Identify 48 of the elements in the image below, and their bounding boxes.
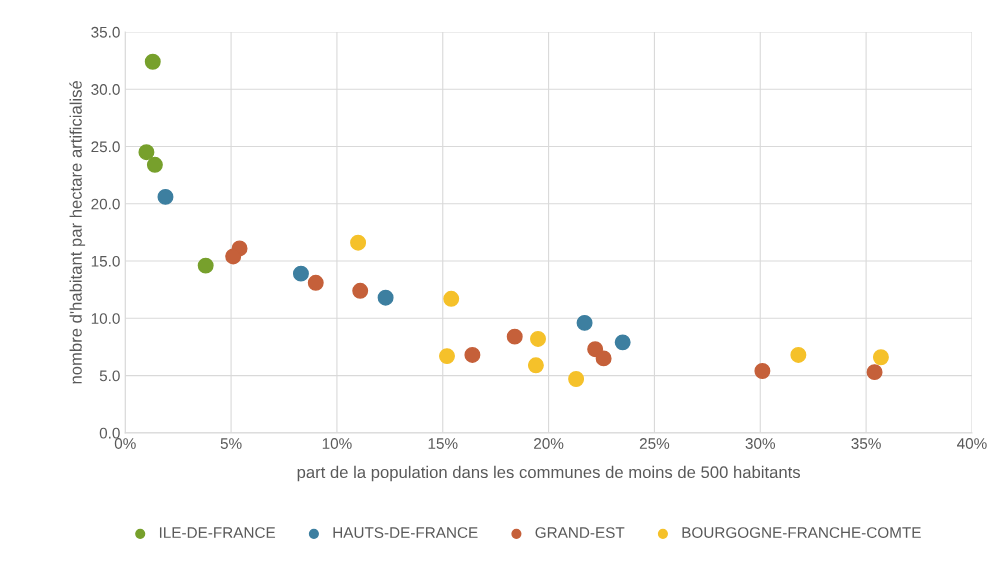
y-tick-label: 30.0 xyxy=(91,84,120,95)
x-tick-label: 30% xyxy=(745,438,776,449)
point xyxy=(576,314,593,331)
legend-label: BOURGOGNE-FRANCHE-COMTE xyxy=(682,527,921,538)
point xyxy=(439,348,455,365)
y-tick-label: 0.0 xyxy=(99,427,120,439)
y-axis-title: nombre d'habitant par hectare artificialisé xyxy=(69,80,86,384)
legend-label: GRAND-EST xyxy=(535,527,625,538)
x-tick-label: 10% xyxy=(322,438,352,449)
point xyxy=(527,357,544,374)
point xyxy=(754,363,771,379)
y-tick-label: 25.0 xyxy=(91,141,120,153)
point xyxy=(197,257,214,274)
y-tick-label: 15.0 xyxy=(91,255,120,267)
point xyxy=(872,349,889,366)
y-tick-label: 5.0 xyxy=(99,370,120,382)
point xyxy=(146,156,163,173)
point xyxy=(350,234,367,251)
y-tick-label: 20.0 xyxy=(91,198,120,210)
point xyxy=(352,282,369,299)
point xyxy=(530,330,546,347)
point xyxy=(307,274,324,291)
point xyxy=(506,328,523,345)
x-tick-label: 0% xyxy=(114,438,136,449)
point xyxy=(157,188,174,205)
point xyxy=(225,248,242,265)
legend-label: ILE-DE-FRANCE xyxy=(159,527,276,538)
x-tick-label: 20% xyxy=(534,438,564,449)
point xyxy=(377,289,394,306)
x-tick-label: 15% xyxy=(428,438,458,449)
point xyxy=(568,371,585,387)
point xyxy=(144,53,161,70)
y-tick-label: 35.0 xyxy=(91,26,120,38)
x-tick-label: 40% xyxy=(957,438,987,449)
point xyxy=(595,350,612,367)
y-tick-label: 10.0 xyxy=(91,313,120,324)
point xyxy=(292,265,309,282)
point xyxy=(614,334,631,351)
point xyxy=(464,346,481,363)
legend-label: HAUTS-DE-FRANCE xyxy=(333,527,478,538)
point xyxy=(443,290,460,307)
point xyxy=(866,364,883,381)
x-tick-label: 5% xyxy=(220,438,242,449)
point xyxy=(138,144,155,161)
x-axis-title: part de la population dans les communes de moins de 500 habitants xyxy=(297,465,801,482)
x-tick-label: 25% xyxy=(639,438,670,449)
point xyxy=(790,346,807,363)
x-tick-label: 35% xyxy=(851,438,881,449)
